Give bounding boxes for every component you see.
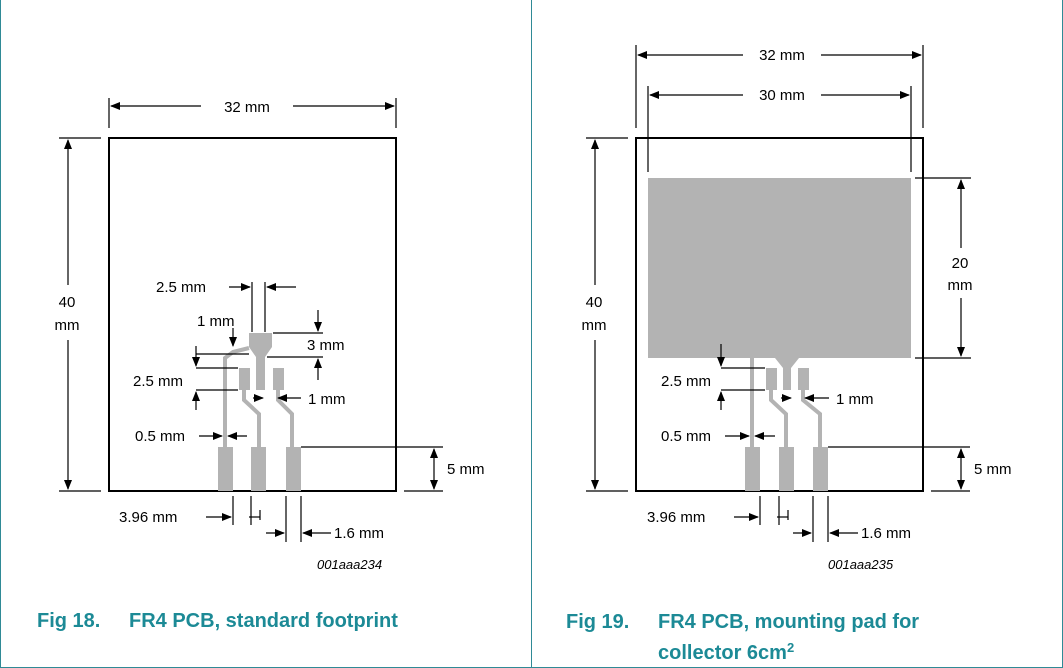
caption-superscript: 2 [786, 640, 795, 655]
figure-19-panel: 32 mm 30 mm 40 mm 20 mm 2.5 mm 1 mm 0.5 … [531, 0, 1063, 668]
width-label: 32 mm [759, 47, 805, 64]
pad-width-label: 30 mm [759, 87, 805, 104]
dim-1-6mm-label: 1.6 mm [861, 525, 911, 542]
copper-traces [750, 358, 822, 447]
figure-code: 001aaa234 [317, 557, 382, 572]
dim-3-96mm-label: 3.96 mm [119, 509, 177, 526]
fig19-pcb-diagram: 32 mm 30 mm 40 mm 20 mm 2.5 mm 1 mm 0.5 … [582, 45, 1012, 572]
height-unit-label: mm [55, 317, 80, 334]
dim-3mm-label: 3 mm [307, 337, 345, 354]
dim-5mm-label: 5 mm [974, 461, 1012, 478]
dim-3-96mm-label: 3.96 mm [647, 509, 705, 526]
dim-2-5mm-left-label: 2.5 mm [133, 373, 183, 390]
caption-number: Fig 18. [37, 610, 101, 632]
figure-18-panel: 32 mm 40 mm 2.5 mm 1 mm 3 mm 2.5 mm 1 mm… [0, 0, 532, 668]
height-unit-label: mm [582, 317, 607, 334]
copper-footprint [648, 178, 911, 491]
dim-1mm-right-label: 1 mm [308, 391, 346, 408]
dim-2-5mm-top-label: 2.5 mm [156, 279, 206, 296]
height-value-label: 40 [586, 294, 603, 311]
collector-mounting-pad [648, 178, 911, 358]
figure-19-caption: Fig 19. FR4 PCB, mounting pad for collecto… [566, 610, 919, 666]
pad-height-unit-label: mm [948, 277, 973, 294]
dim-0-5mm-label: 0.5 mm [135, 428, 185, 445]
dim-2-5mm-left-label: 2.5 mm [661, 373, 711, 390]
dim-1mm-right-label: 1 mm [836, 391, 874, 408]
copper-footprint [218, 333, 301, 491]
caption-text-line2: collector 6cm [658, 642, 787, 664]
width-label: 32 mm [224, 99, 270, 116]
caption-text: FR4 PCB, standard footprint [129, 610, 398, 632]
caption-number: Fig 19. [566, 611, 630, 633]
figure-code: 001aaa235 [828, 557, 894, 572]
fig18-pcb-diagram: 32 mm 40 mm 2.5 mm 1 mm 3 mm 2.5 mm 1 mm… [55, 98, 485, 572]
figure-18-caption: Fig 18. FR4 PCB, standard footprint [37, 610, 398, 633]
pad-height-value-label: 20 [952, 255, 969, 272]
dim-5mm-label: 5 mm [447, 461, 485, 478]
height-value-label: 40 [59, 294, 76, 311]
dim-1-6mm-label: 1.6 mm [334, 525, 384, 542]
dim-1mm-top-label: 1 mm [197, 313, 235, 330]
dim-0-5mm-label: 0.5 mm [661, 428, 711, 445]
caption-text-line1: FR4 PCB, mounting pad for [658, 611, 920, 633]
